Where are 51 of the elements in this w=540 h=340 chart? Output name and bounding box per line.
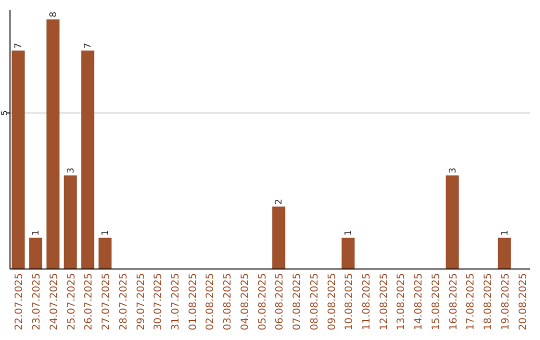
bar [46,19,60,269]
x-tick-label: 28.07.2025 [118,273,130,330]
x-tick-label: 23.07.2025 [32,273,43,330]
x-tick-label: 18.08.2025 [483,273,494,330]
data-label: 7 [84,42,94,49]
bar [12,50,25,269]
data-label: 1 [32,230,42,236]
bar [272,206,286,269]
bar [446,175,459,269]
x-tick-label: 22.07.2025 [14,273,26,330]
x-tick-label: 19.08.2025 [500,273,512,330]
x-tick-label: 29.07.2025 [136,273,147,330]
bar [98,238,112,269]
data-label: 3 [66,168,76,174]
data-label: 8 [48,11,59,18]
x-tick-label: 26.07.2025 [84,273,95,330]
data-label: 3 [448,168,458,174]
x-tick-label: 09.08.2025 [326,273,338,330]
x-tick-label: 14.08.2025 [414,273,425,330]
bar [342,238,355,269]
bar [498,238,511,269]
x-tick-label: 04.08.2025 [240,273,251,330]
x-tick-label: 05.08.2025 [257,273,268,330]
x-tick-label: 13.08.2025 [396,273,408,330]
data-label: 1 [500,230,510,236]
bar [29,238,42,269]
x-tick-label: 10.08.2025 [344,273,356,330]
x-tick-label: 17.08.2025 [466,273,477,330]
data-label: 1 [344,230,354,236]
x-tick-label: 06.08.2025 [274,273,286,330]
bar [64,175,77,269]
x-tick-label: 11.08.2025 [361,273,372,330]
x-tick-label: 02.08.2025 [205,273,216,330]
x-tick-label: 16.08.2025 [448,273,460,330]
x-tick-label: 12.08.2025 [378,273,390,330]
x-tick-label: 20.08.2025 [518,273,529,330]
bar [81,50,94,269]
x-tick-label: 01.08.2025 [188,273,199,330]
data-label: 7 [14,42,24,49]
x-tick-label: 15.08.2025 [430,273,442,330]
x-tick-label: 31.07.2025 [170,273,182,330]
x-tick-label: 30.07.2025 [153,273,164,330]
x-tick-label: 27.07.2025 [101,273,112,330]
x-tick-label: 24.07.2025 [48,273,60,330]
data-label: 1 [101,230,112,236]
x-tick-label: 08.08.2025 [309,273,320,330]
data-label: 2 [274,198,285,205]
x-tick-label: 03.08.2025 [222,273,234,330]
x-tick-label: 07.08.2025 [292,273,304,330]
y-tick-label: 5 [0,110,9,116]
x-tick-label: 25.07.2025 [66,273,78,330]
